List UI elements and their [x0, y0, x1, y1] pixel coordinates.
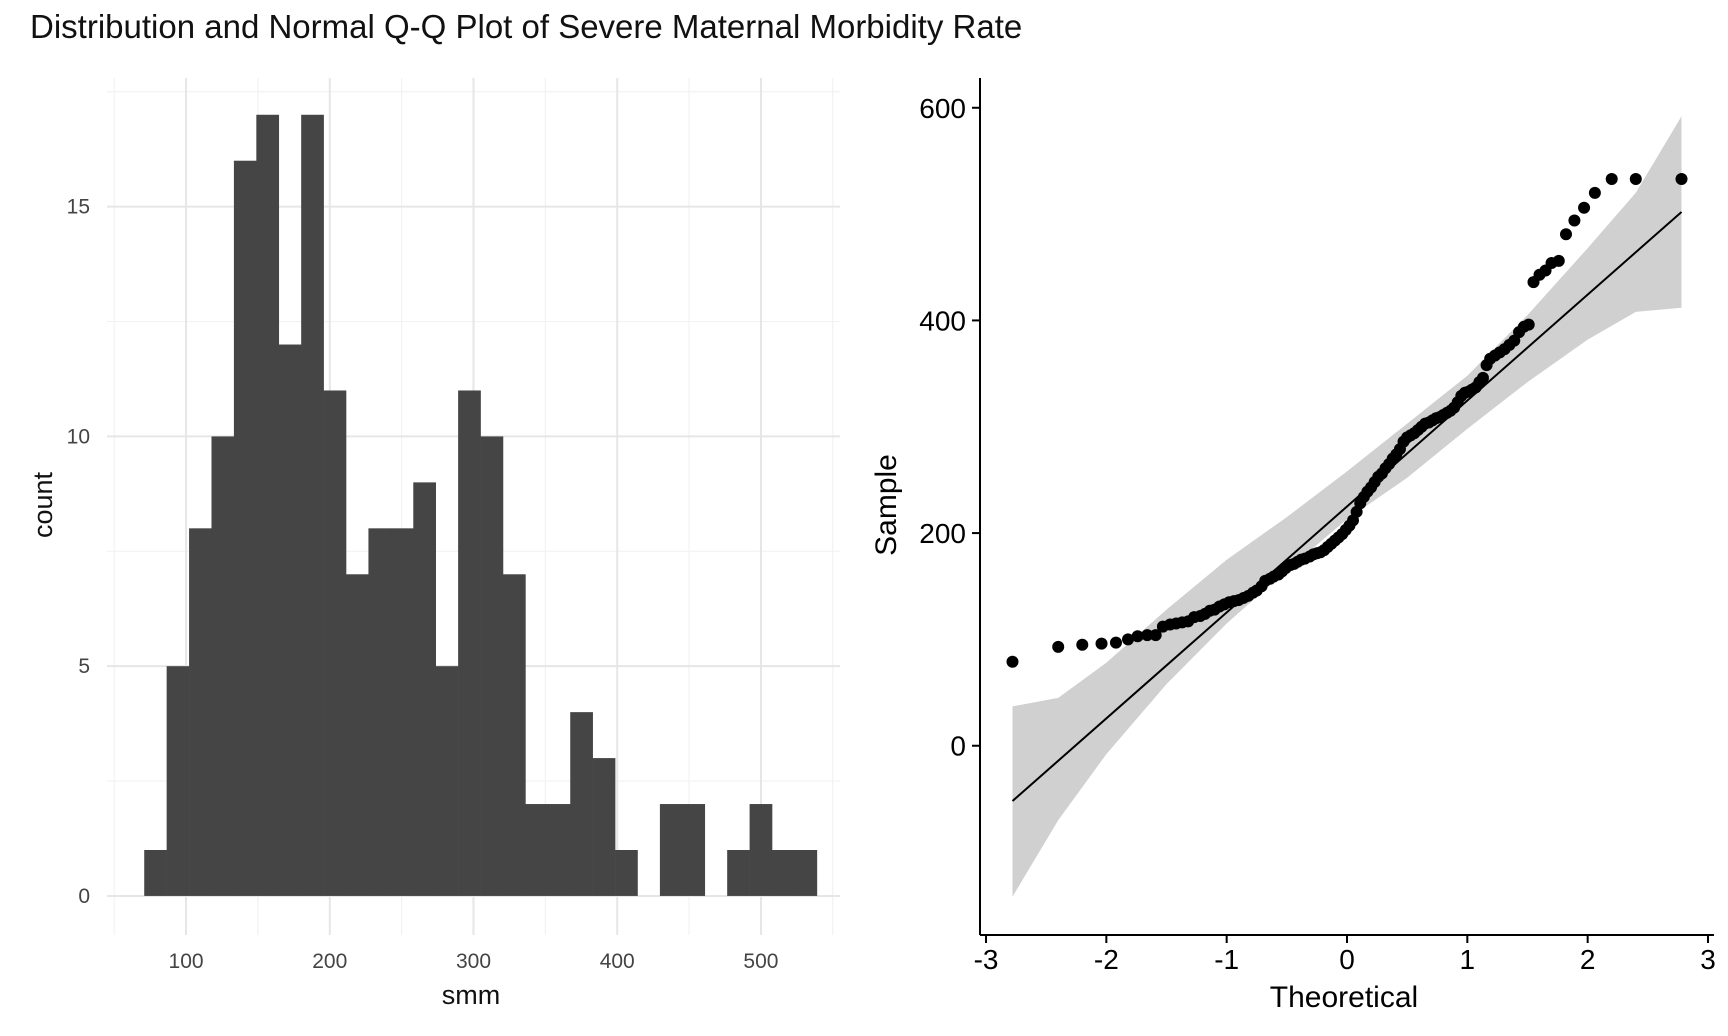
- qq-y-ticks: 0 200 400 600: [919, 93, 980, 762]
- histogram-bar: [480, 436, 504, 896]
- histogram-bar: [502, 574, 526, 896]
- histogram-bar: [435, 666, 459, 896]
- histogram-bar: [346, 574, 369, 896]
- qq-points-group: [1006, 173, 1688, 668]
- histogram-x-tick-label: 500: [743, 950, 778, 973]
- qq-point: [1076, 638, 1089, 651]
- reference-line-group: [1011, 211, 1683, 802]
- qq-point: [1629, 173, 1642, 186]
- histogram-bar: [794, 849, 818, 896]
- qq-point: [1522, 318, 1535, 331]
- qq-point: [1131, 630, 1144, 643]
- qq-point: [1552, 254, 1565, 267]
- qq-point: [1476, 371, 1489, 384]
- qq-point: [1588, 186, 1601, 199]
- qq-point: [1559, 228, 1572, 241]
- qq-point: [1149, 629, 1162, 642]
- qq-x-ticks: -3 -2 -1 0 1 2 3: [974, 935, 1716, 975]
- histogram-bar: [772, 849, 795, 896]
- figure-title: Distribution and Normal Q-Q Plot of Seve…: [30, 8, 1023, 45]
- qq-point: [1122, 633, 1135, 646]
- histogram-x-ticks: 100 200 300 400 500: [169, 950, 779, 973]
- histogram-bar: [682, 804, 706, 896]
- histogram-bars: [144, 114, 818, 896]
- histogram-x-tick-label: 300: [456, 950, 491, 973]
- qq-y-tick-label: 600: [919, 93, 966, 124]
- qq-y-tick-label: 200: [919, 518, 966, 549]
- histogram-x-tick-label: 200: [312, 950, 347, 973]
- histogram-y-tick-label: 5: [78, 655, 90, 678]
- qq-y-tick-label: 400: [919, 305, 966, 336]
- qq-x-tick-label: 0: [1339, 944, 1355, 975]
- histogram-bar: [189, 528, 212, 896]
- histogram-bar: [659, 804, 683, 896]
- reference-line: [1011, 211, 1683, 802]
- qq-point: [1095, 637, 1108, 650]
- histogram-y-tick-label: 0: [78, 885, 90, 908]
- histogram-bar: [233, 160, 257, 896]
- histogram-bar: [727, 849, 750, 896]
- qq-point: [1006, 655, 1019, 668]
- histogram-x-axis-label: smm: [442, 980, 500, 1010]
- qq-x-tick-label: -3: [974, 944, 999, 975]
- histogram-y-axis-label: count: [28, 471, 58, 538]
- qq-point: [1052, 640, 1065, 653]
- histogram-bar: [547, 804, 571, 896]
- qq-x-tick-label: 2: [1580, 944, 1596, 975]
- histogram-bar: [749, 804, 773, 896]
- qq-x-tick-label: 1: [1460, 944, 1476, 975]
- histogram-bar: [256, 114, 280, 896]
- histogram-panel: 100 200 300 400 500 0 5 10 15 smm count: [28, 78, 840, 1010]
- histogram-bar: [323, 390, 347, 896]
- qq-point: [1568, 214, 1581, 227]
- qq-plot-panel: -3 -2 -1 0 1 2 3 0 200 400 600 Theoretical Sample: [870, 78, 1716, 1014]
- histogram-x-tick-label: 400: [600, 950, 635, 973]
- qq-point: [1141, 629, 1154, 642]
- histogram-bar: [368, 528, 392, 896]
- qq-x-tick-label: 3: [1700, 944, 1716, 975]
- histogram-bar: [166, 666, 190, 896]
- qq-x-tick-label: -1: [1214, 944, 1239, 975]
- histogram-bar: [615, 849, 638, 896]
- qq-point: [1605, 173, 1618, 186]
- histogram-x-tick-label: 100: [169, 950, 204, 973]
- histogram-bar: [301, 114, 324, 896]
- qq-x-tick-label: -2: [1094, 944, 1119, 975]
- histogram-bar: [211, 436, 235, 896]
- qq-point: [1109, 636, 1122, 649]
- histogram-bar: [390, 528, 414, 896]
- histogram-y-tick-label: 10: [67, 425, 90, 448]
- qq-x-axis-label: Theoretical: [1270, 981, 1418, 1014]
- qq-point: [1578, 201, 1591, 214]
- qq-y-axis-label: Sample: [870, 454, 903, 556]
- histogram-bar: [413, 482, 437, 896]
- histogram-y-tick-label: 15: [67, 196, 90, 219]
- qq-point: [1675, 173, 1688, 186]
- histogram-bar: [144, 849, 167, 896]
- qq-y-tick-label: 0: [950, 731, 966, 762]
- histogram-bar: [458, 390, 481, 896]
- histogram-bar: [592, 758, 616, 896]
- histogram-bar: [570, 712, 593, 896]
- histogram-bar: [525, 804, 549, 896]
- histogram-bar: [278, 344, 302, 896]
- histogram-y-ticks: 0 5 10 15: [67, 196, 90, 908]
